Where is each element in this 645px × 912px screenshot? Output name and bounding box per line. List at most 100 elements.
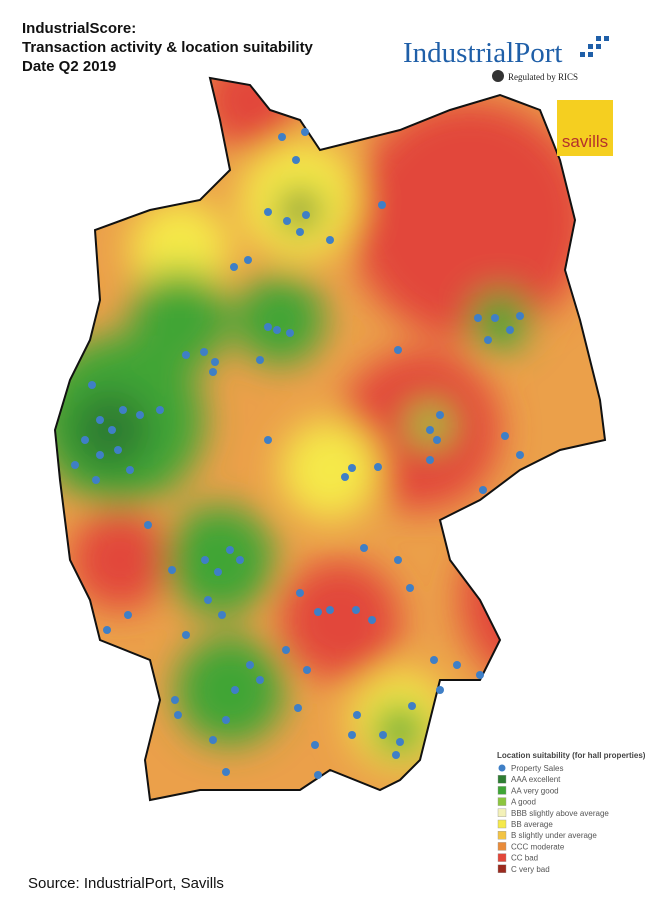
sale-dot <box>453 661 461 669</box>
sale-dot <box>378 201 386 209</box>
sale-dot <box>348 731 356 739</box>
legend-label: B slightly under average <box>511 831 597 840</box>
sale-dot <box>326 606 334 614</box>
sale-dot <box>126 466 134 474</box>
sale-dot <box>484 336 492 344</box>
source: Source: IndustrialPort, Savills <box>28 875 224 892</box>
sale-dot <box>341 473 349 481</box>
legend-label: Property Sales <box>511 764 563 773</box>
regulation-text: Regulated by RICS <box>508 72 578 82</box>
sale-dot <box>501 432 509 440</box>
legend-label: CC bad <box>511 854 538 863</box>
sale-dot <box>144 521 152 529</box>
sale-dot <box>92 476 100 484</box>
sale-dot <box>394 556 402 564</box>
savills-box <box>557 100 613 156</box>
legend-swatch <box>497 819 507 829</box>
legend-label: C very bad <box>511 865 550 874</box>
logo-squares <box>580 36 609 57</box>
sale-dot <box>108 426 116 434</box>
title-line: Date Q2 2019 <box>22 58 116 75</box>
sale-dot <box>103 626 111 634</box>
sale-dot <box>71 461 79 469</box>
sale-dot <box>156 406 164 414</box>
sale-dot <box>301 128 309 136</box>
sale-dot <box>204 596 212 604</box>
suitability-surface <box>55 78 605 800</box>
property-sales <box>71 128 524 779</box>
legend-swatch <box>497 842 507 851</box>
legend-swatch <box>498 764 506 772</box>
sale-dot <box>282 646 290 654</box>
sale-dot <box>222 768 230 776</box>
sale-dot <box>88 381 96 389</box>
sale-dot <box>81 436 89 444</box>
sale-dot <box>506 326 514 334</box>
sale-dot <box>348 464 356 472</box>
legend-swatch <box>497 786 507 795</box>
rics-icon <box>492 70 504 82</box>
sale-dot <box>406 584 414 592</box>
sale-dot <box>211 358 219 366</box>
sale-dot <box>430 656 438 664</box>
sale-dot <box>124 611 132 619</box>
sale-dot <box>303 666 311 674</box>
sale-dot <box>264 323 272 331</box>
sale-dot <box>491 314 499 322</box>
sale-dot <box>394 346 402 354</box>
sale-dot <box>174 711 182 719</box>
sale-dot <box>433 436 441 444</box>
sale-dot <box>218 611 226 619</box>
sale-dot <box>436 686 444 694</box>
sale-dot <box>230 263 238 271</box>
sale-dot <box>426 426 434 434</box>
sale-dot <box>314 771 322 779</box>
sale-dot <box>476 671 484 679</box>
sale-dot <box>294 704 302 712</box>
legend-label: A good <box>511 798 536 807</box>
sale-dot <box>256 676 264 684</box>
sale-dot <box>264 208 272 216</box>
sale-dot <box>436 411 444 419</box>
sale-dot <box>408 702 416 710</box>
sale-dot <box>96 416 104 424</box>
legend-label: AAA excellent <box>511 775 561 784</box>
legend-label: AA very good <box>511 786 559 795</box>
legend: Property Sales AAA excellent AA very good A… <box>497 764 609 874</box>
sale-dot <box>368 616 376 624</box>
sale-dot <box>171 696 179 704</box>
sale-dot <box>296 589 304 597</box>
sale-dot <box>296 228 304 236</box>
sale-dot <box>314 608 322 616</box>
legend-swatch <box>497 808 507 817</box>
sale-dot <box>292 156 300 164</box>
legend-swatch <box>497 853 507 862</box>
sale-dot <box>209 736 217 744</box>
sale-dot <box>200 348 208 356</box>
sale-dot <box>278 133 286 141</box>
sale-dot <box>352 606 360 614</box>
legend-swatch <box>497 831 507 840</box>
industrialport-logo: IndustrialPort <box>403 37 563 69</box>
savills-logo: savills <box>562 132 608 151</box>
legend-label: BB average <box>511 820 553 829</box>
sale-dot <box>226 546 234 554</box>
sale-dot <box>479 486 487 494</box>
sale-dot <box>168 566 176 574</box>
sale-dot <box>214 568 222 576</box>
sale-dot <box>283 217 291 225</box>
sale-dot <box>264 436 272 444</box>
sale-dot <box>201 556 209 564</box>
sale-dot <box>286 329 294 337</box>
sale-dot <box>209 368 217 376</box>
sale-dot <box>273 326 281 334</box>
sale-dot <box>302 211 310 219</box>
sale-dot <box>396 738 404 746</box>
legend-label: BBB slightly above average <box>511 809 609 818</box>
sale-dot <box>119 406 127 414</box>
sale-dot <box>182 351 190 359</box>
legend-label: CCC moderate <box>511 842 565 851</box>
sale-dot <box>516 451 524 459</box>
